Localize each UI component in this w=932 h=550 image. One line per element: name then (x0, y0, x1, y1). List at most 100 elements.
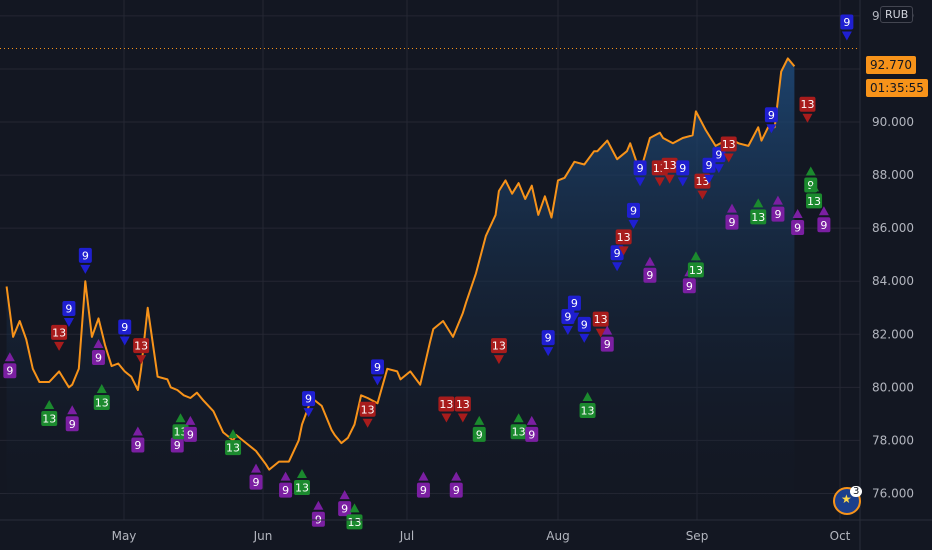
td-marker: 13 (293, 468, 310, 495)
marker-arrow (543, 347, 554, 357)
marker-label: 13 (512, 426, 526, 439)
marker-label: 9 (69, 418, 76, 431)
marker-box (806, 193, 823, 209)
marker-arrow (67, 405, 78, 415)
marker-label: 13 (439, 398, 453, 411)
marker-box (791, 219, 805, 235)
td-marker: 13 (799, 96, 816, 123)
marker-box (633, 160, 647, 176)
marker-label: 9 (453, 484, 460, 497)
td-marker: 9 (249, 463, 263, 490)
marker-label: 13 (594, 313, 608, 326)
event-count-badge: 3 (850, 486, 863, 497)
marker-box (702, 157, 716, 173)
td-marker: 9 (338, 490, 352, 517)
marker-arrow (372, 376, 383, 386)
td-marker: 13 (41, 399, 58, 426)
marker-box (78, 247, 92, 263)
marker-label: 9 (476, 428, 483, 441)
td-marker: 9 (131, 426, 145, 453)
marker-arrow (513, 413, 524, 423)
td-marker: 9 (676, 160, 690, 187)
marker-label: 13 (807, 195, 821, 208)
y-tick-label: 86.000 (872, 221, 914, 235)
marker-box (725, 214, 739, 230)
marker-arrow (805, 166, 816, 176)
marker-arrow (457, 413, 468, 423)
marker-label: 13 (52, 326, 66, 339)
marker-label: 13 (492, 340, 506, 353)
marker-arrow (726, 203, 737, 213)
marker-box (687, 262, 704, 278)
marker-label: 13 (617, 231, 631, 244)
marker-arrow (54, 341, 65, 351)
marker-box (764, 107, 778, 123)
td-marker: 9 (525, 415, 539, 442)
td-marker: 9 (62, 300, 76, 327)
marker-label: 9 (571, 297, 578, 310)
marker-arrow (451, 471, 462, 481)
area-fill (6, 58, 795, 521)
marker-box (279, 482, 293, 498)
td-marker: 9 (370, 359, 384, 386)
marker-box (577, 316, 591, 332)
td-marker: 9 (472, 415, 486, 442)
marker-label: 9 (545, 332, 552, 345)
y-tick-label: 78.000 (872, 433, 914, 447)
marker-arrow (677, 177, 688, 187)
marker-arrow (753, 198, 764, 208)
marker-label: 9 (614, 247, 621, 260)
td-marker: 9 (643, 256, 657, 283)
marker-label: 9 (420, 484, 427, 497)
td-marker: 9 (577, 316, 591, 343)
marker-label: 9 (807, 179, 814, 192)
marker-arrow (362, 418, 373, 428)
marker-box (643, 267, 657, 283)
marker-box (454, 396, 471, 412)
marker-box (302, 391, 316, 407)
marker-arrow (562, 325, 573, 335)
marker-label: 9 (134, 439, 141, 452)
td-marker: 9 (771, 195, 785, 222)
currency-label[interactable]: RUB (880, 6, 914, 23)
marker-box (131, 437, 145, 453)
marker-label: 9 (686, 280, 693, 293)
marker-label: 9 (341, 503, 348, 516)
marker-label: 13 (800, 98, 814, 111)
marker-box (510, 424, 527, 440)
marker-box (338, 501, 352, 517)
td-marker: 9 (3, 352, 17, 379)
marker-arrow (690, 251, 701, 261)
marker-label: 9 (637, 162, 644, 175)
marker-box (720, 136, 737, 152)
marker-arrow (313, 500, 324, 510)
marker-box (91, 349, 105, 365)
x-axis: May Jun Jul Aug Sep Oct (0, 519, 932, 543)
td-marker: 13 (454, 396, 471, 423)
marker-box (567, 295, 581, 311)
td-marker: 9 (541, 330, 555, 357)
marker-label: 13 (226, 442, 240, 455)
marker-label: 13 (663, 159, 677, 172)
x-tick-label: May (112, 529, 137, 543)
td-marker: 13 (346, 503, 363, 530)
y-tick-label: 84.000 (872, 274, 914, 288)
td-marker: 9 (567, 295, 581, 322)
marker-arrow (628, 219, 639, 229)
y-tick-label: 90.000 (872, 115, 914, 129)
td-marker: 13 (579, 392, 596, 418)
td-marker: 13 (438, 396, 455, 423)
marker-label: 9 (282, 484, 289, 497)
marker-arrow (119, 336, 130, 346)
series-line (5, 57, 796, 471)
td-marker: 13 (490, 338, 507, 365)
x-tick-label: Jun (253, 529, 273, 543)
marker-arrow (704, 174, 715, 184)
marker-arrow (654, 177, 665, 187)
td-marker: 13 (510, 413, 527, 440)
marker-arrow (644, 256, 655, 266)
td-marker: 9 (279, 471, 293, 498)
marker-box (750, 209, 767, 225)
